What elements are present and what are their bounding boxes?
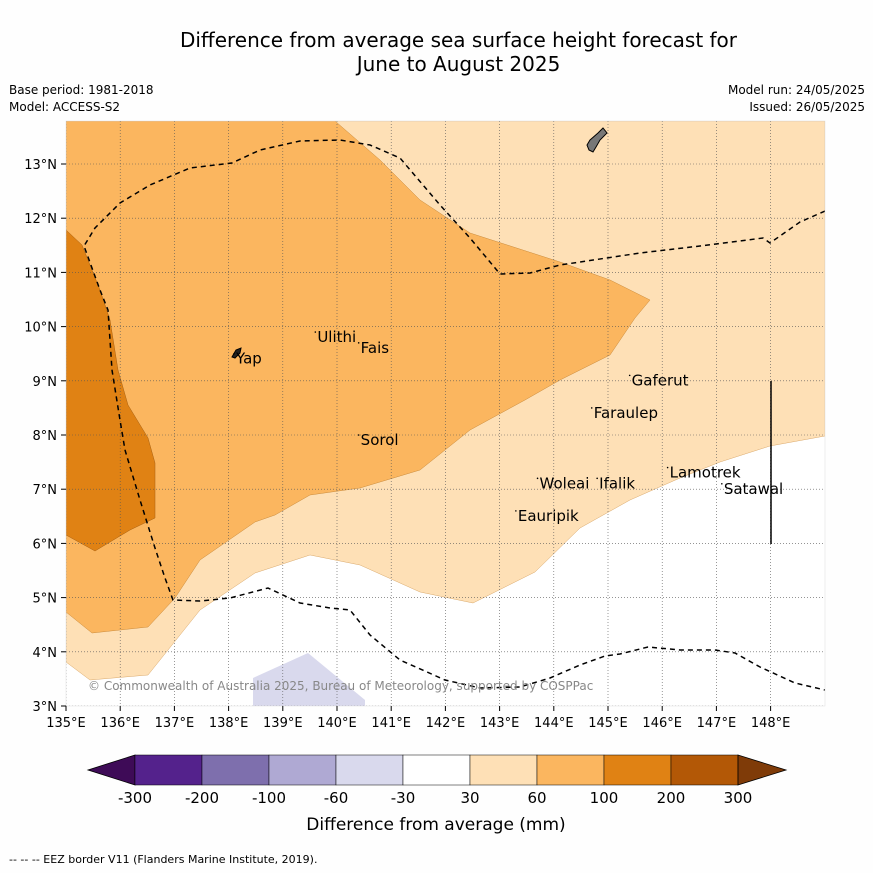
colorbar-label: Difference from average (mm) [306,815,565,835]
lat-tick-label: 4°N [33,646,58,661]
map-axes: 135°E 136°E 137°E 138°E 139°E 140°E 141°E 142°E… [24,158,790,731]
colorbar-segment [402,754,471,786]
place-marker [314,331,317,333]
lon-tick-label: 139°E [263,716,303,731]
colorbar-segment [335,754,404,786]
lon-tick-label: 145°E [588,716,628,731]
lat-tick-label: 6°N [33,537,58,552]
colorbar-tick-label: 300 [724,789,753,807]
model-name: Model: ACCESS-S2 [9,100,121,114]
place-label: Eauripik [518,507,579,525]
issued-date: Issued: 26/05/2025 [749,100,865,114]
guam-island [586,127,608,153]
band-60-100 [66,121,651,634]
place-marker [536,477,539,480]
lat-tick-label: 8°N [33,429,58,444]
place-marker [721,482,723,485]
colorbar-tick-label: 60 [527,789,546,807]
place-label: Yap [235,350,262,368]
colorbar-segment [134,754,203,786]
lat-tick-label: 3°N [33,700,58,715]
lat-tick-label: 11°N [24,266,57,281]
lon-tick-label: 144°E [534,716,574,731]
meta-left: Base period: 1981-2018 Model: ACCESS-S2 [9,82,154,116]
lon-tick-label: 137°E [155,716,195,731]
colorbar-extend-high [737,754,788,786]
colorbar-segment [469,754,538,786]
place-label: Satawal [724,480,783,498]
lon-tick-label: 146°E [642,716,682,731]
colorbar-tick-label: 100 [590,789,619,807]
place-label: Sorol [361,431,399,449]
place-label: Gaferut [632,371,689,389]
place-marker [357,342,360,344]
colorbar-tick-label: 200 [657,789,686,807]
colorbar-tick-label: -30 [391,789,416,807]
colorbar: -300 -200 -100 -60 -30 30 60 100 200 300 [86,754,788,807]
place-label: Fais [361,339,390,357]
place-marker [596,477,598,480]
lat-tick-label: 7°N [33,483,58,498]
yap-island [231,347,242,359]
lon-tick-label: 147°E [697,716,737,731]
lat-tick-label: 10°N [24,321,57,336]
lat-tick-label: 12°N [24,212,57,227]
colorbar-tick-label: -100 [252,789,286,807]
place-label: Ulithi [317,328,356,346]
place-marker [628,374,631,377]
colorbar-segment [536,754,605,786]
base-period: Base period: 1981-2018 [9,83,154,97]
band-100-200 [66,229,156,552]
lon-tick-label: 140°E [317,716,357,731]
place-labels: Yap Ulithi Fais Sorol Gaferut Faraulep Woleai I… [233,328,783,525]
colorbar-segment [268,754,337,786]
place-label: Faraulep [594,404,658,422]
footer-note: -- -- -- EEZ border V11 (Flanders Marine… [9,853,318,866]
model-run: Model run: 24/05/2025 [727,83,865,97]
map-panel: © Commonwealth of Australia 2025, Bureau… [66,121,825,706]
place-marker [590,407,593,409]
place-label: Woleai [540,474,590,492]
lon-tick-label: 135°E [46,716,86,731]
colorbar-tick-label: -200 [185,789,219,807]
title-line-2: June to August 2025 [356,52,561,76]
lon-tick-label: 136°E [100,716,140,731]
place-marker [357,434,360,436]
colorbar-tick-label: 30 [460,789,479,807]
colorbar-segment [201,754,270,786]
lon-tick-label: 142°E [426,716,466,731]
lon-tick-label: 141°E [371,716,411,731]
gridlines [66,121,825,706]
colorbar-segment [603,754,672,786]
place-label: Lamotrek [670,464,741,482]
place-marker [666,466,669,469]
lon-tick-label: 143°E [480,716,520,731]
copyright-text: © Commonwealth of Australia 2025, Bureau… [88,679,593,693]
chart-title: Difference from average sea surface heig… [0,28,873,76]
lat-tick-label: 9°N [33,375,58,390]
colorbar-tick-label: -60 [324,789,349,807]
colorbar-tick-label: -300 [118,789,152,807]
colorbar-extend-low [86,754,136,786]
eez-border [83,139,825,691]
place-label: Ifalik [599,474,635,492]
lon-tick-label: 138°E [209,716,249,731]
lat-tick-label: 5°N [33,592,58,607]
lat-tick-label: 13°N [24,158,57,173]
lon-tick-label: 148°E [751,716,791,731]
place-marker [515,510,517,512]
band-minus30-minus60 [253,653,365,706]
title-line-1: Difference from average sea surface heig… [179,28,738,52]
colorbar-segment [670,754,739,786]
meta-right: Model run: 24/05/2025 Issued: 26/05/2025 [728,82,865,116]
place-marker [233,352,235,355]
